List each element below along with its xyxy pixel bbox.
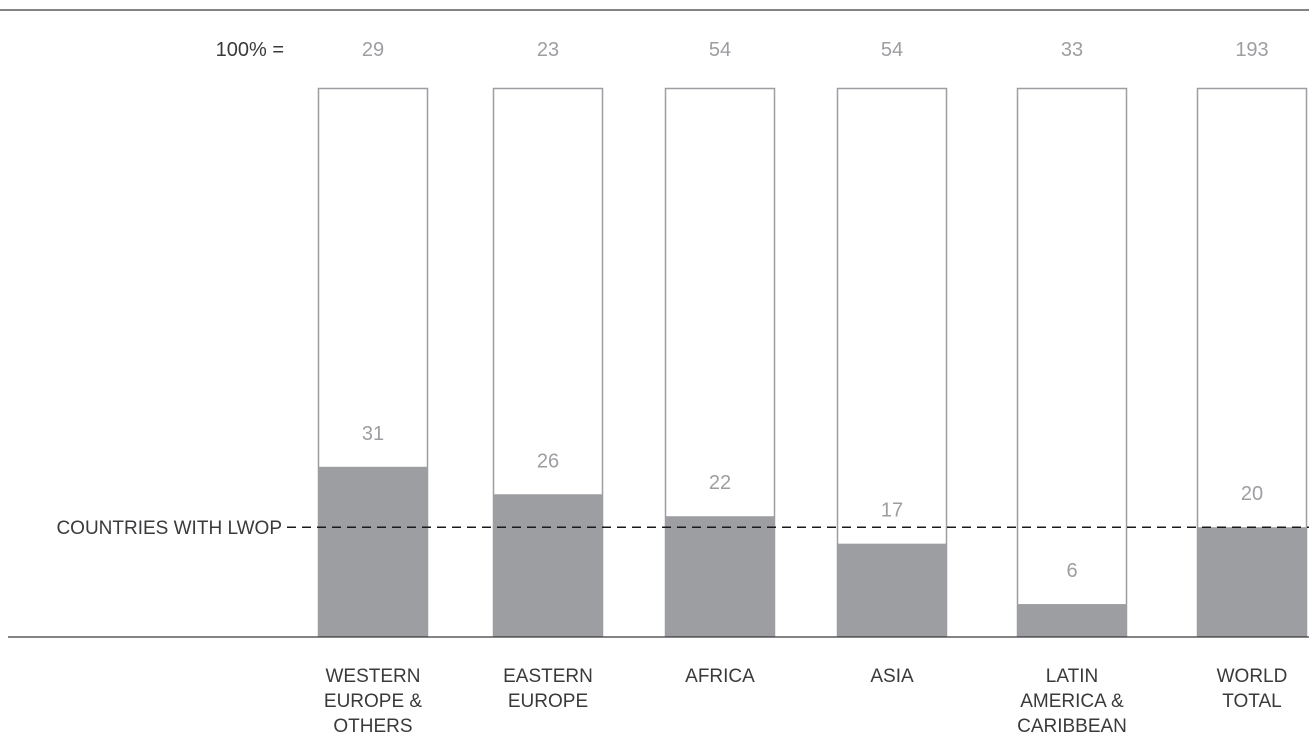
bar-fill: [493, 494, 603, 637]
bar-fill: [318, 466, 428, 637]
labels-layer: 100% = COUNTRIES WITH LWOP 31 29 WESTERN EU…: [56, 39, 1287, 737]
total-prefix-label: 100% =: [216, 39, 284, 61]
category-label-line: OTHERS: [333, 716, 412, 737]
bar-outline: [1016, 87, 1128, 638]
category-label: WORLD TOTAL: [1217, 666, 1288, 712]
bar-value-label: 6: [1066, 560, 1077, 582]
category-label-line: EUROPE &: [324, 691, 423, 712]
category-label: EASTERN EUROPE: [503, 666, 593, 712]
bar-total-label: 193: [1235, 39, 1268, 61]
bar-value-label: 22: [709, 472, 731, 494]
bar-value-label: 26: [537, 450, 559, 472]
reference-line-label: COUNTRIES WITH LWOP: [56, 518, 282, 539]
category-label-line: EASTERN: [503, 666, 593, 687]
category-label-line: EUROPE: [508, 691, 588, 712]
bar-total-label: 33: [1061, 39, 1083, 61]
bar-fill: [1197, 527, 1307, 637]
bar-fill: [1017, 604, 1127, 637]
bar-value-label: 20: [1241, 483, 1263, 505]
category-label-line: CARIBBEAN: [1017, 716, 1127, 737]
category-label: ASIA: [870, 666, 914, 687]
category-label-line: TOTAL: [1222, 691, 1281, 712]
category-label-line: WORLD: [1217, 666, 1288, 687]
bar-total-label: 23: [537, 39, 559, 61]
category-label-line: AMERICA &: [1020, 691, 1124, 712]
category-label: LATIN AMERICA & CARIBBEAN: [1017, 666, 1127, 737]
bar-fill: [837, 543, 947, 637]
category-label-line: ASIA: [870, 666, 914, 687]
bars-layer: [317, 87, 1308, 638]
bar-total-label: 54: [881, 39, 903, 61]
bar-total-label: 54: [709, 39, 731, 61]
category-label-line: AFRICA: [685, 666, 755, 687]
category-label: WESTERN EUROPE & OTHERS: [324, 666, 423, 737]
category-label-line: WESTERN: [326, 666, 421, 687]
bar-value-label: 31: [362, 423, 384, 445]
category-label-line: LATIN: [1046, 666, 1098, 687]
bar-fill: [665, 516, 775, 637]
category-label: AFRICA: [685, 666, 755, 687]
bar-total-label: 29: [362, 39, 384, 61]
bar-value-label: 17: [881, 500, 903, 522]
